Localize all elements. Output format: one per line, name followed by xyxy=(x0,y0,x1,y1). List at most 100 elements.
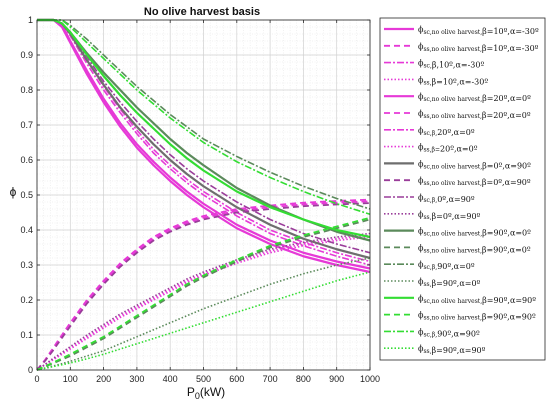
series-line xyxy=(36,271,371,371)
y-axis-title: ϕ xyxy=(10,185,17,199)
legend-label-params: β=20º,α=0º xyxy=(482,111,531,120)
legend-label: ϕss,β=90º,α=0º xyxy=(418,277,481,288)
series-line xyxy=(37,18,371,270)
y-tick-label: 0.6 xyxy=(20,155,33,165)
series-line xyxy=(37,19,371,263)
series-line xyxy=(37,18,371,239)
legend-label: ϕss,no olive harvest,β=0º,α=90º xyxy=(418,176,531,187)
legend-label-sub: ss,β= xyxy=(423,147,440,154)
legend-label-sub: sc,no olive harvest, xyxy=(423,231,482,238)
legend-label-main: ϕ xyxy=(418,75,424,84)
x-axis-title-sub: 0 xyxy=(195,391,200,401)
y-tick-label: 0.3 xyxy=(20,260,33,270)
legend xyxy=(379,17,546,361)
legend-label: ϕsc,β,20º,α=0º xyxy=(418,126,475,137)
legend-label-params: β=90º,α=90º xyxy=(482,296,536,305)
legend-label-params: 90º,α=90º xyxy=(437,329,480,338)
legend-label-params: 0º,α=90º xyxy=(437,195,475,204)
legend-label-main: ϕ xyxy=(418,143,424,152)
legend-label-params: β=0º,α=90º xyxy=(482,161,531,170)
legend-label-main: ϕ xyxy=(418,260,424,269)
series-line xyxy=(37,19,371,266)
series-line xyxy=(36,198,371,371)
legend-label-main: ϕ xyxy=(418,327,424,336)
legend-label-params: 20º,α=0º xyxy=(437,128,475,137)
x-tick-label: 600 xyxy=(229,374,244,384)
legend-label-main: ϕ xyxy=(418,109,424,118)
legend-label-sub: ss, xyxy=(423,348,431,355)
legend-label-params: 90º,α=0º xyxy=(437,262,475,271)
x-tick-label: 400 xyxy=(163,374,178,384)
legend-label-params: β=10º,α=-30º xyxy=(482,27,539,36)
legend-label: ϕss,β=10º,α=-30º xyxy=(418,75,488,86)
y-tick-label: 0.7 xyxy=(20,120,33,130)
legend-label-main: ϕ xyxy=(418,25,424,34)
series-line xyxy=(37,18,371,274)
legend-label-sub: ss, xyxy=(423,281,431,288)
y-tick-label: 1 xyxy=(28,15,33,25)
x-tick-label: 0 xyxy=(34,374,39,384)
legend-label-main: ϕ xyxy=(418,210,424,219)
legend-label-main: ϕ xyxy=(418,193,424,202)
x-tick-label: 500 xyxy=(196,374,211,384)
legend-label-sub: sc,β, xyxy=(423,197,437,204)
legend-label-main: ϕ xyxy=(418,311,424,320)
legend-label-params: β=20º,α=0º xyxy=(482,94,531,103)
x-tick-label: 100 xyxy=(63,374,78,384)
x-tick-label: 1000 xyxy=(360,374,380,384)
y-tick-label: 0 xyxy=(28,365,33,375)
x-axis-title-main: P xyxy=(187,385,195,399)
legend-label-sub: ss, xyxy=(423,79,431,86)
legend-label-sub: sc,no olive harvest, xyxy=(423,298,482,305)
legend-label: ϕss,β=90º,α=90º xyxy=(418,344,486,355)
series-line xyxy=(36,232,371,371)
legend-label-main: ϕ xyxy=(418,159,424,168)
legend-label-main: ϕ xyxy=(418,126,424,135)
y-tick-label: 0.9 xyxy=(20,50,33,60)
legend-label: ϕss,no olive harvest,β=10º,α=-30º xyxy=(418,42,539,53)
legend-label-sub: ss, xyxy=(423,214,431,221)
legend-label-main: ϕ xyxy=(418,92,424,101)
legend-label: ϕss,no olive harvest,β=20º,α=0º xyxy=(418,109,531,120)
y-tick-label: 0.1 xyxy=(20,330,33,340)
chart-title: No olive harvest basis xyxy=(144,6,260,18)
legend-label: ϕsc,no olive harvest,β=10º,α=-30º xyxy=(418,25,539,36)
legend-label-main: ϕ xyxy=(418,227,424,236)
legend-label-sub: ss,no olive harvest, xyxy=(423,180,481,187)
legend-label-main: ϕ xyxy=(418,294,424,303)
x-axis-title-unit: (kW) xyxy=(200,385,225,399)
legend-label: ϕss,no olive harvest,β=90º,α=90º xyxy=(418,311,536,322)
legend-label-main: ϕ xyxy=(418,59,424,68)
series-line xyxy=(36,216,371,371)
x-tick-label: 800 xyxy=(296,374,311,384)
legend-label-params: β=90º,α=90º xyxy=(482,313,536,322)
x-tick-label: 200 xyxy=(96,374,111,384)
legend-label-sub: ss,no olive harvest, xyxy=(423,113,481,120)
y-tick-label: 0.4 xyxy=(20,225,33,235)
legend-label-sub: sc,no olive harvest, xyxy=(423,96,482,103)
legend-label-params: β=0º,α=90º xyxy=(482,178,531,187)
legend-label: ϕsc,β,90º,α=0º xyxy=(418,260,475,271)
legend-label: ϕsc,no olive harvest,β=20º,α=0º xyxy=(418,92,531,103)
legend-label: ϕsc,no olive harvest,β=90º,α=90º xyxy=(418,294,536,305)
series-line xyxy=(36,236,371,371)
legend-label-main: ϕ xyxy=(418,277,424,286)
legend-label: ϕss,β=0º,α=90º xyxy=(418,210,481,221)
ticks: 0 100 200 300 400 500 600 700 800 900 1000 0 0.1 0.2 0… xyxy=(20,15,380,384)
legend-label: ϕsc,no olive harvest,β=90º,α=0º xyxy=(418,227,531,238)
legend-label-params: β=90º,α=90º xyxy=(432,346,486,355)
legend-label: ϕsc,β,90º,α=90º xyxy=(418,327,480,338)
series-line xyxy=(37,19,371,254)
legend-label: ϕsc,β,0º,α=90º xyxy=(418,193,475,204)
legend-label-params: β=10º,α=-30º xyxy=(482,44,539,53)
x-tick-label: 700 xyxy=(263,374,278,384)
legend-label-sub: ss,no olive harvest, xyxy=(423,46,481,53)
legend-label-sub: sc, xyxy=(423,63,431,70)
legend-label-params: β=90º,α=0º xyxy=(482,229,531,238)
legend-label-params: β,10º,α=-30º xyxy=(432,61,485,70)
legend-label-params: β=90º,α=0º xyxy=(432,279,481,288)
legend-label-main: ϕ xyxy=(418,176,424,185)
x-tick-label: 900 xyxy=(329,374,344,384)
x-axis-title: P0(kW) xyxy=(187,385,225,401)
